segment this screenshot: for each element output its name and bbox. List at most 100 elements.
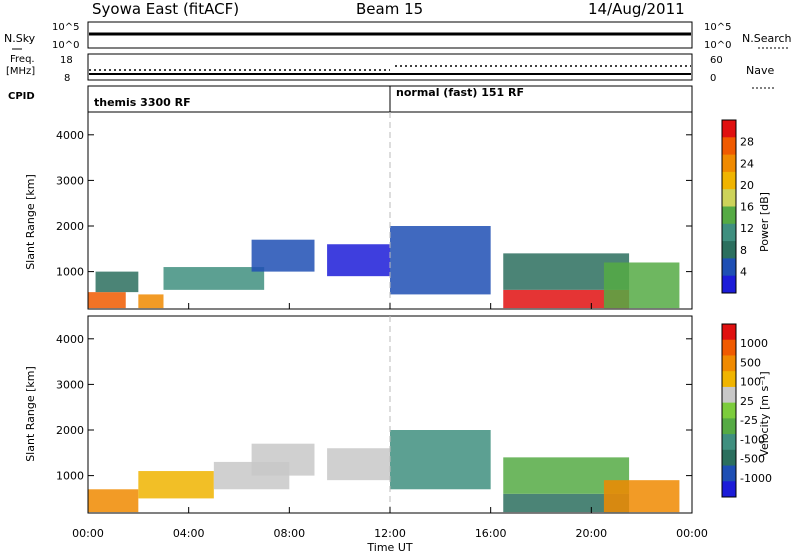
nsky-panel: N.Sky 10^5 10^0 10^5 10^0 N.Search — [4, 21, 792, 51]
power-cell-2 — [138, 294, 164, 309]
beam-title: Beam 15 — [356, 0, 423, 18]
power-colorbar-frame — [721, 119, 737, 294]
power-colorbar-swatch-0 — [722, 120, 736, 138]
power-colorbar-tick-5: 8 — [740, 244, 747, 257]
power-cell-6 — [390, 226, 491, 295]
velocity-colorbar: 1000 500 100 25 -25 -100 -500 -1000 — [721, 323, 772, 498]
velocity-colorbar-swatch-6 — [722, 418, 736, 435]
power-colorbar-label: Power [dB] — [758, 192, 771, 252]
date-title: 14/Aug/2011 — [588, 0, 685, 18]
cpid-segment-2: normal (fast) 151 RF — [396, 86, 524, 99]
nsky-label: N.Sky — [4, 32, 36, 45]
power-ytick-label-1: 2000 — [56, 220, 84, 233]
velocity-colorbar-tick-7: -1000 — [740, 472, 772, 485]
power-cell-9 — [603, 262, 680, 309]
power-data-cells — [88, 226, 680, 309]
power-panel: 1000 2000 3000 4000 Slant Range [km] 28 24 20… — [24, 111, 771, 310]
velocity-colorbar-tick-4: -25 — [740, 414, 758, 427]
velocity-ytick-label-3: 4000 — [56, 333, 84, 346]
velocity-cell-1 — [138, 471, 214, 499]
power-cell-3 — [163, 267, 265, 290]
velocity-colorbar-tick-0: 1000 — [740, 337, 768, 350]
velocity-cell-5 — [390, 430, 491, 490]
power-colorbar-swatch-9 — [722, 275, 736, 294]
nsky-tick-bottom: 10^0 — [52, 40, 79, 51]
velocity-colorbar-tick-5: -100 — [740, 433, 765, 446]
velocity-colorbar-swatch-3 — [722, 371, 736, 388]
power-colorbar-swatch-3 — [722, 171, 736, 190]
velocity-colorbar-swatch-0 — [722, 324, 736, 341]
nsearch-tick-top: 10^5 — [704, 22, 731, 33]
cpid-label: CPID — [8, 91, 35, 102]
freq-tick-bottom: 8 — [64, 73, 70, 84]
time-tick-label-4: 16:00 — [475, 527, 507, 540]
power-cell-5 — [327, 244, 390, 277]
time-axis: 00:00 04:00 08:00 12:00 16:00 20:00 00:00 — [72, 303, 708, 540]
power-colorbar-tick-1: 24 — [740, 157, 754, 170]
velocity-colorbar-swatch-1 — [722, 339, 736, 356]
velocity-colorbar-tick-6: -500 — [740, 453, 765, 466]
velocity-cell-6 — [503, 493, 630, 513]
nsearch-tick-bottom: 10^0 — [704, 40, 731, 51]
power-ylabel: Slant Range [km] — [24, 174, 37, 270]
time-tick-label-5: 20:00 — [575, 527, 607, 540]
power-colorbar-swatch-6 — [722, 223, 736, 242]
freq-frame — [87, 53, 693, 81]
power-ytick-label-2: 3000 — [56, 174, 84, 187]
velocity-colorbar-swatch-8 — [722, 449, 736, 467]
cpid-panel: CPID themis 3300 RF normal (fast) 151 RF — [8, 85, 693, 113]
power-ytick-label-0: 1000 — [56, 266, 84, 279]
velocity-colorbar-swatch-10 — [722, 481, 736, 498]
power-colorbar-swatch-2 — [722, 154, 736, 173]
time-tick-label-1: 04:00 — [173, 527, 205, 540]
power-cell-7 — [503, 289, 630, 309]
velocity-cell-4 — [327, 448, 390, 481]
nsky-tick-top: 10^5 — [52, 22, 79, 33]
power-ytick-label-3: 4000 — [56, 129, 84, 142]
nave-trace — [89, 65, 691, 71]
velocity-colorbar-swatch-7 — [722, 434, 736, 451]
velocity-cell-0 — [88, 489, 139, 513]
power-cell-0 — [88, 292, 126, 309]
nsearch-label: N.Search — [742, 32, 792, 45]
freq-label-line1: Freq. — [10, 54, 35, 65]
power-colorbar-swatch-8 — [722, 258, 736, 277]
time-axis-label: Time UT — [366, 541, 412, 554]
nave-tick-top: 60 — [710, 55, 723, 66]
velocity-colorbar-label: Velocity [m s⁻¹] — [758, 371, 771, 456]
velocity-ytick-label-1: 2000 — [56, 424, 84, 437]
velocity-colorbar-swatch-5 — [722, 402, 736, 419]
velocity-y-axis: 1000 2000 3000 4000 — [56, 333, 692, 483]
velocity-colorbar-swatch-9 — [722, 465, 736, 482]
velocity-colorbar-swatch-4 — [722, 386, 736, 404]
power-colorbar-tick-3: 16 — [740, 201, 754, 214]
power-colorbar-tick-6: 4 — [740, 265, 747, 278]
velocity-cell-3 — [251, 443, 315, 476]
time-tick-label-0: 00:00 — [72, 527, 104, 540]
velocity-colorbar-swatch-2 — [722, 355, 736, 372]
power-colorbar-swatch-1 — [722, 137, 736, 156]
power-colorbar-swatch-4 — [722, 189, 736, 207]
time-tick-label-6: 00:00 — [676, 527, 708, 540]
power-colorbar-tick-0: 28 — [740, 136, 754, 149]
nsky-frame — [87, 21, 693, 49]
freq-tick-top: 18 — [60, 55, 73, 66]
power-y-axis: 1000 2000 3000 4000 — [56, 129, 692, 279]
power-colorbar-tick-2: 20 — [740, 179, 754, 192]
power-cell-4 — [251, 239, 315, 272]
freq-label-line2: [MHz] — [6, 66, 35, 77]
freq-panel: Freq. [MHz] 18 8 60 0 Nave — [6, 53, 776, 89]
time-tick-label-2: 08:00 — [273, 527, 305, 540]
velocity-colorbar-tick-1: 500 — [740, 356, 761, 369]
velocity-colorbar-frame — [721, 323, 737, 498]
cpid-segment-1: themis 3300 RF — [94, 96, 191, 109]
velocity-cell-8 — [603, 480, 680, 513]
power-colorbar: 28 24 20 16 12 8 4 — [721, 119, 754, 294]
power-colorbar-tick-4: 12 — [740, 222, 754, 235]
velocity-colorbar-tick-3: 25 — [740, 395, 754, 408]
power-colorbar-swatch-7 — [722, 241, 736, 259]
velocity-ylabel: Slant Range [km] — [24, 366, 37, 462]
nave-label: Nave — [746, 64, 774, 77]
velocity-ytick-label-0: 1000 — [56, 470, 84, 483]
